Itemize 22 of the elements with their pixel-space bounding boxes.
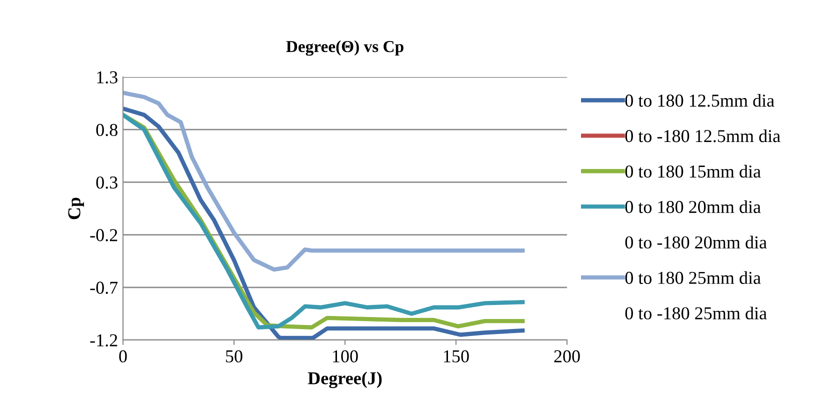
chart-title: Degree(Θ) vs Cp	[286, 40, 404, 56]
x-tick-label: 150	[444, 350, 469, 362]
y-tick-label: 0.8	[96, 124, 118, 136]
y-tick-label: -0.2	[90, 229, 118, 242]
x-tick-label: 50	[226, 350, 242, 362]
legend-label: 0 to 180 15mm dia	[625, 164, 761, 178]
x-axis-title: Degree(J)	[308, 372, 382, 388]
legend-label: 0 to 180 12.5mm dia	[625, 94, 774, 107]
legend-label: 0 to -180 12.5mm dia	[625, 129, 780, 142]
x-tick-label: 200	[554, 350, 580, 362]
y-tick-label: 0.3	[96, 176, 118, 189]
text: 0 to -180 25mm dia	[625, 306, 767, 320]
y-tick-label: 1.3	[97, 71, 118, 84]
y-tick-label: -1.2	[90, 334, 118, 347]
text: 0 to -180 20mm dia	[625, 236, 767, 249]
x-tick-label: 100	[333, 350, 358, 362]
legend-label: 0 to 180 25mm dia	[625, 271, 761, 284]
y-axis-title: Cp	[68, 198, 84, 220]
y-tick-label: -0.7	[90, 282, 118, 294]
x-tick-label: 0	[119, 350, 127, 362]
line-series	[123, 90, 525, 272]
legend-label: 0 to 180 20mm dia	[625, 200, 761, 214]
